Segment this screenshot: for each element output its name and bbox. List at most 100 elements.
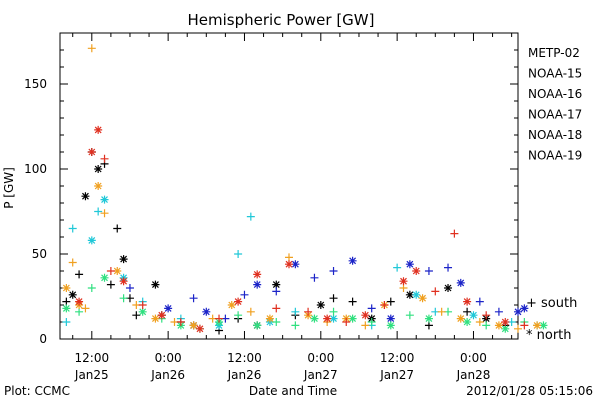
data-point-south bbox=[405, 311, 414, 320]
data-point-south bbox=[310, 273, 319, 282]
data-point-north bbox=[272, 280, 281, 289]
data-point-north bbox=[75, 297, 84, 306]
data-point-south bbox=[482, 311, 491, 320]
data-point-north bbox=[94, 165, 103, 173]
chart-title: Hemispheric Power [GW] bbox=[188, 11, 375, 29]
data-point-south bbox=[291, 307, 300, 316]
data-point-south bbox=[94, 207, 103, 216]
data-point-north bbox=[424, 314, 433, 323]
data-point-south bbox=[399, 284, 408, 292]
data-point-north bbox=[444, 284, 453, 292]
data-point-south bbox=[189, 294, 198, 303]
series-metp-02 bbox=[62, 148, 510, 335]
data-point-south bbox=[87, 284, 96, 292]
data-point-north bbox=[412, 290, 421, 299]
data-point-south bbox=[431, 287, 440, 296]
data-point-south bbox=[215, 314, 224, 323]
data-point-north bbox=[100, 273, 109, 282]
data-point-south bbox=[246, 212, 255, 221]
legend-entry-noaa-19: NOAA-19 bbox=[528, 149, 582, 163]
data-point-north bbox=[501, 324, 510, 333]
data-point-north bbox=[157, 311, 166, 320]
data-point-south bbox=[234, 311, 243, 320]
data-point-south bbox=[424, 267, 433, 275]
x-tick-label-time: 0:00 bbox=[155, 351, 182, 365]
data-point-south bbox=[393, 263, 402, 272]
data-point-north bbox=[253, 270, 262, 279]
data-point-south bbox=[234, 250, 243, 258]
x-tick-label-date: Jan26 bbox=[227, 368, 262, 382]
data-point-south bbox=[348, 297, 357, 306]
data-point-north bbox=[265, 314, 274, 323]
data-point-south bbox=[68, 224, 77, 233]
data-point-north bbox=[62, 304, 71, 313]
series-noaa-16 bbox=[62, 195, 542, 330]
series-noaa-18 bbox=[62, 44, 542, 333]
data-point-south bbox=[81, 304, 90, 313]
data-point-north bbox=[202, 307, 211, 316]
data-point-north bbox=[501, 318, 510, 326]
data-point-south bbox=[100, 154, 109, 163]
legend-entry-noaa-16: NOAA-16 bbox=[528, 87, 582, 101]
data-point-south bbox=[475, 297, 484, 306]
data-point-north bbox=[195, 324, 204, 333]
points-layer bbox=[62, 44, 548, 335]
data-point-north bbox=[539, 321, 548, 330]
data-point-south bbox=[272, 304, 281, 313]
data-point-north bbox=[253, 321, 262, 330]
data-point-north bbox=[514, 307, 522, 316]
data-point-south bbox=[240, 290, 249, 299]
data-point-south bbox=[125, 284, 134, 292]
data-point-north bbox=[285, 260, 293, 269]
x-tick-label-date: Jan27 bbox=[303, 368, 338, 382]
data-point-north bbox=[94, 125, 103, 134]
data-point-south bbox=[176, 318, 185, 326]
data-point-south bbox=[113, 224, 122, 233]
data-point-north bbox=[291, 260, 300, 269]
data-point-north bbox=[87, 148, 96, 156]
data-point-south bbox=[62, 318, 71, 326]
legend-entry-noaa-15: NOAA-15 bbox=[528, 67, 582, 81]
data-point-north bbox=[456, 314, 465, 323]
legend-entry-metp-02: METP-02 bbox=[528, 46, 580, 60]
data-point-north bbox=[456, 278, 465, 287]
data-point-north bbox=[253, 280, 262, 289]
data-point-south bbox=[329, 294, 338, 303]
y-tick-label: 50 bbox=[32, 247, 47, 261]
data-point-north bbox=[329, 314, 338, 323]
data-point-north bbox=[234, 297, 243, 306]
data-point-north bbox=[151, 280, 160, 289]
data-point-south bbox=[62, 297, 71, 306]
data-point-north bbox=[348, 314, 357, 323]
data-point-south bbox=[132, 311, 141, 320]
series-noaa-17 bbox=[62, 273, 548, 333]
data-point-south bbox=[520, 321, 529, 330]
data-point-south bbox=[329, 267, 338, 275]
data-point-north bbox=[100, 195, 109, 204]
data-point-south bbox=[361, 321, 370, 330]
data-point-north bbox=[94, 182, 103, 190]
x-tick-label-time: 12:00 bbox=[75, 351, 110, 365]
data-point-north bbox=[164, 304, 173, 313]
data-point-south bbox=[463, 307, 472, 316]
data-point-north bbox=[189, 321, 198, 330]
x-tick-label-time: 12:00 bbox=[380, 351, 415, 365]
data-point-north bbox=[405, 260, 414, 269]
data-point-north bbox=[119, 255, 128, 264]
data-point-north bbox=[316, 301, 325, 309]
data-point-south bbox=[444, 263, 453, 272]
data-point-south bbox=[437, 307, 446, 316]
data-point-south bbox=[285, 253, 293, 262]
x-tick-label-date: Jan28 bbox=[456, 368, 491, 382]
data-point-south bbox=[367, 318, 376, 326]
x-tick-label-time: 0:00 bbox=[307, 351, 334, 365]
data-point-south bbox=[342, 318, 351, 326]
data-point-south bbox=[75, 307, 84, 316]
data-point-north bbox=[412, 267, 421, 275]
legend-marker-south: + south bbox=[526, 296, 577, 311]
data-point-north bbox=[469, 311, 478, 320]
footer-plot-credit: Plot: CCMC bbox=[4, 384, 70, 398]
x-tick-label-date: Jan26 bbox=[150, 368, 185, 382]
data-point-south bbox=[246, 307, 255, 316]
